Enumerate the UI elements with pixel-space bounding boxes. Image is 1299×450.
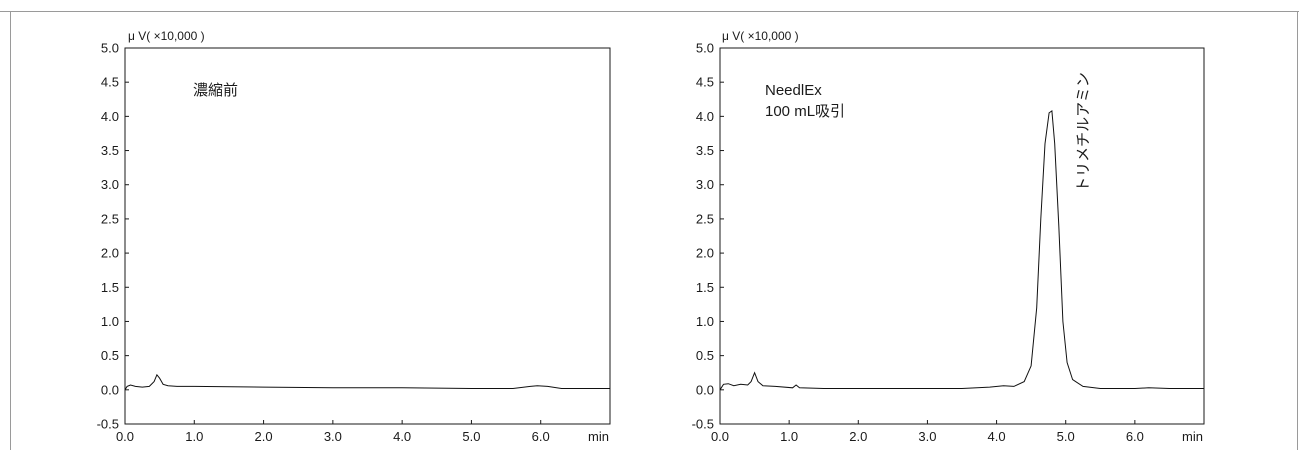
x-tick-label: 1.0: [780, 429, 798, 444]
x-axis-unit-label: min: [588, 429, 609, 444]
x-tick-label: 5.0: [462, 429, 480, 444]
axis-ticks: 5.04.54.03.53.02.52.01.51.00.50.0-0.50.0…: [692, 41, 1144, 445]
y-tick-label: 2.5: [696, 211, 714, 226]
unit-label: μ V( ×10,000 ): [128, 29, 205, 43]
y-tick-label: 4.5: [696, 75, 714, 90]
chart-panel-left: μ V( ×10,000 ) 濃縮前 min 5.0 4.5 4.0 3.5 3.0 2.…: [97, 29, 611, 445]
y-tick-label: -0.5: [97, 417, 119, 432]
y-tick-label: 3.0: [696, 177, 714, 192]
y-tick-label: 1.0: [696, 314, 714, 329]
y-tick-label: 0.5: [696, 348, 714, 363]
x-tick-label: 0.0: [711, 429, 729, 444]
plot-area-frame: [719, 47, 1205, 425]
y-tick-label: 0.0: [101, 382, 119, 397]
y-tick-label: 2.0: [696, 246, 714, 261]
figure-frame-right-border: [1297, 11, 1298, 450]
x-tick-label: 2.0: [255, 429, 273, 444]
figure-frame-top-border: [0, 11, 1299, 12]
y-tick-label: 2.0: [101, 246, 119, 261]
x-tick-label: 6.0: [1126, 429, 1144, 444]
sample-annotation: 濃縮前: [193, 82, 238, 99]
y-tick-label: 0.5: [101, 348, 119, 363]
annotation-line: 100 mL吸引: [765, 103, 845, 120]
y-tick-label: 4.0: [101, 109, 119, 124]
y-tick-label: -0.5: [692, 417, 714, 432]
y-tick-label: 2.5: [101, 211, 119, 226]
y-tick-label: 3.0: [101, 177, 119, 192]
chromatogram-trace: [124, 373, 610, 391]
y-tick-label: 3.5: [101, 143, 119, 158]
x-axis-unit-label: min: [1182, 429, 1203, 444]
y-tick-label: 4.5: [101, 75, 119, 90]
x-tick-label: 6.0: [532, 429, 550, 444]
peak-label-trimethylamine: トリメチルアミン: [1075, 72, 1092, 192]
y-tick-label: 1.5: [696, 280, 714, 295]
x-tick-label: 3.0: [324, 429, 342, 444]
x-tick-label: 4.0: [988, 429, 1006, 444]
y-tick-label: 1.0: [101, 314, 119, 329]
unit-label: μ V( ×10,000 ): [722, 29, 799, 43]
axis-ticks: 5.04.54.03.53.02.52.01.51.00.50.0-0.50.0…: [97, 41, 550, 445]
y-tick-label: 1.5: [101, 280, 119, 295]
x-tick-label: 4.0: [393, 429, 411, 444]
annotation-line: NeedlEx: [765, 82, 822, 99]
y-tick-label: 3.5: [696, 143, 714, 158]
annotation-line: 濃縮前: [193, 82, 238, 99]
chart-panel-right: μ V( ×10,000 ) NeedlEx 100 mL吸引 トリメチルアミン…: [692, 29, 1205, 445]
x-tick-label: 1.0: [185, 429, 203, 444]
y-tick-label: 0.0: [696, 382, 714, 397]
chromatogram-trace: [719, 109, 1204, 391]
y-tick-label: 5.0: [101, 41, 119, 56]
y-tick-label: 4.0: [696, 109, 714, 124]
y-tick-label: 5.0: [696, 41, 714, 56]
x-tick-label: 5.0: [1057, 429, 1075, 444]
sample-annotation: NeedlEx 100 mL吸引: [765, 82, 845, 120]
figure-frame-left-border: [10, 11, 11, 450]
x-tick-label: 0.0: [116, 429, 134, 444]
plot-area-frame: [124, 47, 611, 425]
x-tick-label: 2.0: [849, 429, 867, 444]
x-tick-label: 3.0: [918, 429, 936, 444]
